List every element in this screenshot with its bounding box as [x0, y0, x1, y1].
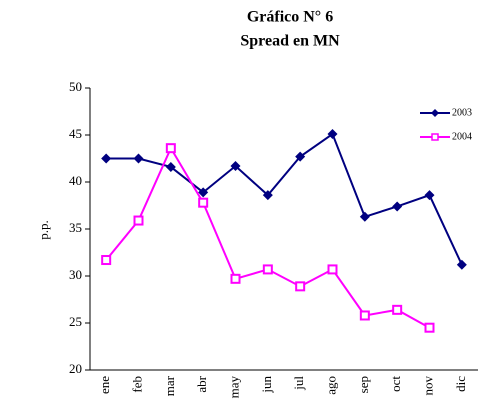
series-line [106, 132, 463, 266]
marker [101, 255, 112, 266]
y-tick-label: 20 [69, 361, 82, 376]
marker [424, 190, 435, 201]
marker [230, 273, 241, 284]
x-tick-label: sep [356, 376, 371, 393]
marker [295, 281, 306, 292]
y-tick-label: 40 [69, 173, 82, 188]
marker [165, 161, 176, 172]
x-tick-label: ago [323, 376, 338, 395]
x-tick-label: mar [162, 375, 177, 396]
marker [133, 153, 144, 164]
x-tick-label: nov [420, 376, 435, 396]
y-axis-label: p.p. [36, 220, 51, 240]
marker [456, 259, 467, 270]
x-tick-label: oct [388, 376, 403, 392]
x-tick-label: abr [194, 375, 209, 392]
chart-title: Gráfico N° 6 [247, 9, 333, 26]
marker [262, 264, 273, 275]
x-tick-label: feb [129, 376, 144, 393]
legend-label: 2004 [452, 131, 472, 142]
y-tick-label: 50 [69, 79, 82, 94]
y-tick-label: 30 [69, 267, 82, 282]
y-tick-label: 25 [69, 314, 82, 329]
marker [327, 264, 338, 275]
legend-marker [431, 109, 439, 117]
x-tick-label: dic [453, 376, 468, 392]
marker [101, 153, 112, 164]
marker [133, 215, 144, 226]
marker [198, 187, 209, 198]
marker [359, 211, 370, 222]
y-tick-label: 35 [69, 220, 82, 235]
x-tick-label: may [226, 376, 241, 399]
marker [198, 197, 209, 208]
chart-subtitle: Spread en MN [240, 33, 340, 50]
marker [424, 322, 435, 333]
marker [295, 151, 306, 162]
marker [392, 201, 403, 212]
marker [359, 310, 370, 321]
x-tick-label: ene [97, 376, 112, 394]
x-tick-label: jul [291, 376, 306, 391]
y-tick-label: 45 [69, 126, 82, 141]
series-line [105, 145, 430, 329]
marker [327, 129, 338, 140]
legend-marker [431, 133, 439, 141]
marker [262, 190, 273, 201]
legend-label: 2003 [452, 107, 472, 118]
marker [392, 304, 403, 315]
marker [230, 161, 241, 172]
x-tick-label: jun [259, 376, 274, 394]
marker [165, 143, 176, 154]
